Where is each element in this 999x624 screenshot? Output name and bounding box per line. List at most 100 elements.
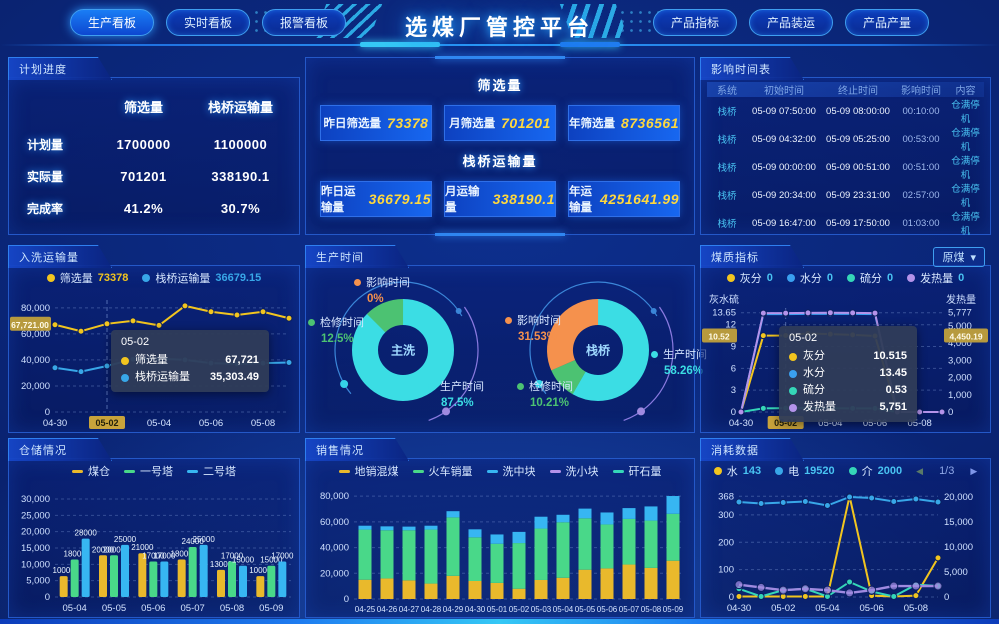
legend-item-发热量[interactable]: 发热量 0 <box>907 270 964 286</box>
plan-value: 30.7% <box>220 200 261 216</box>
svg-text:80,000: 80,000 <box>320 491 349 502</box>
plan-value: 1100000 <box>213 136 268 152</box>
svg-text:17000: 17000 <box>271 552 294 561</box>
legend-item-灰分[interactable]: 灰分 0 <box>726 270 773 286</box>
svg-text:13000: 13000 <box>210 560 233 569</box>
nav-realtime-board[interactable]: 实时看板 <box>166 9 251 36</box>
svg-text:05-05: 05-05 <box>102 603 126 614</box>
legend-next-arrow[interactable]: ▶ <box>970 465 978 476</box>
svg-text:05-04: 05-04 <box>815 603 839 614</box>
svg-text:5,000: 5,000 <box>948 321 972 332</box>
panel-tab-storage: 仓储情况 <box>8 438 112 461</box>
svg-text:05-04: 05-04 <box>818 418 842 429</box>
donut-label-name: 影响时间 <box>505 312 561 328</box>
svg-text:05-01: 05-01 <box>487 605 508 614</box>
legend-item-一号塔[interactable]: 一号塔 <box>124 463 173 479</box>
legend-dash-marker <box>72 469 83 473</box>
legend-item-二号塔[interactable]: 二号塔 <box>187 463 236 479</box>
legend-value: 0 <box>766 272 773 284</box>
svg-text:05-02: 05-02 <box>774 418 797 428</box>
legend-item-栈桥运输量[interactable]: 栈桥运输量 36679.15 <box>142 270 261 286</box>
panel-title: 消耗数据 <box>711 445 759 457</box>
svg-text:发热量: 发热量 <box>946 293 976 306</box>
svg-text:灰水硫: 灰水硫 <box>709 293 739 306</box>
panel-tab-sales: 销售情况 <box>305 438 409 461</box>
svg-text:05-06: 05-06 <box>597 605 618 614</box>
svg-text:05-02: 05-02 <box>95 418 118 428</box>
impact-cell: 仓满停机 <box>951 156 980 181</box>
stat-label: 昨日运输量 <box>321 186 356 215</box>
legend-prev-arrow[interactable]: ◀ <box>916 465 924 476</box>
donut-label-value: 0% <box>367 293 384 305</box>
table-row: 栈桥 05-09 04:32:00 05-09 05:25:00 00:53:00 仓满… <box>707 125 984 153</box>
coal-quality-chart: 0 3 6 9 12 13.65 0 1,000 2,000 3,000 4,000 5,000 5,7… <box>701 290 990 432</box>
legend-item-煤仓[interactable]: 煤仓 <box>72 463 110 479</box>
panel-title: 计划进度 <box>19 64 67 76</box>
svg-text:1,000: 1,000 <box>948 390 972 401</box>
legend-dot-marker <box>142 274 151 282</box>
legend-dot-marker <box>775 467 784 475</box>
legend-label: 发热量 <box>920 273 954 285</box>
bottom-accent-bar <box>0 619 999 624</box>
svg-text:0: 0 <box>731 407 736 418</box>
stat-label: 年筛选量 <box>569 117 615 130</box>
legend-dash-marker <box>338 469 350 473</box>
impact-cell: 仓满停机 <box>951 100 980 125</box>
nav-production-board[interactable]: 生产看板 <box>70 9 155 36</box>
donut-label-dot <box>354 278 361 286</box>
svg-text:05-08: 05-08 <box>251 418 275 429</box>
donut-label-影响时间: 影响时间 0% <box>354 274 410 305</box>
legend-item-水[interactable]: 水 143 <box>713 463 761 479</box>
donut-label-text: 影响时间 <box>517 315 561 327</box>
svg-text:05-06: 05-06 <box>199 418 223 429</box>
donut-label-name: 生产时间 <box>651 346 707 362</box>
svg-text:2,000: 2,000 <box>948 373 972 384</box>
coal-type-select[interactable]: 原煤 ▾ <box>933 247 985 267</box>
donut-label-dot <box>651 350 658 358</box>
svg-text:04-28: 04-28 <box>421 605 442 614</box>
donut-label-dot <box>308 318 315 326</box>
legend-value: 73378 <box>97 272 129 284</box>
legend-item-筛选量[interactable]: 筛选量 73378 <box>46 270 129 286</box>
nav-product-shipping[interactable]: 产品装运 <box>748 9 833 36</box>
impact-table-header: 系统 初始时间 终止时间 影响时间 内容 <box>707 82 984 97</box>
legend-item-洗小块[interactable]: 洗小块 <box>549 463 599 479</box>
legend-item-火车销量[interactable]: 火车销量 <box>412 463 473 479</box>
legend-item-电[interactable]: 电 19520 <box>775 463 835 479</box>
nav-alarm-board[interactable]: 报警看板 <box>262 9 347 36</box>
nav-product-output[interactable]: 产品产量 <box>844 9 929 36</box>
svg-text:05-02: 05-02 <box>509 605 530 614</box>
legend-item-硫分[interactable]: 硫分 0 <box>847 270 893 286</box>
svg-text:20,000: 20,000 <box>944 492 973 503</box>
legend-value: 2000 <box>877 465 903 477</box>
stat-label: 昨日筛选量 <box>323 117 382 130</box>
svg-text:4,450.19: 4,450.19 <box>949 331 982 341</box>
svg-text:05-07: 05-07 <box>181 603 205 614</box>
legend-item-洗中块[interactable]: 洗中块 <box>486 463 536 479</box>
svg-text:40,000: 40,000 <box>21 355 50 366</box>
panel-impact-timetable: 影响时间表 系统 初始时间 终止时间 影响时间 内容 栈桥 05-09 07:50:00 05… <box>700 57 991 237</box>
nav-product-indicators[interactable]: 产品指标 <box>652 9 737 36</box>
svg-text:25000: 25000 <box>114 535 137 544</box>
legend-label: 一号塔 <box>140 466 173 478</box>
donut-label-text: 检修时间 <box>529 381 573 393</box>
impact-cell: 栈桥 <box>717 135 737 146</box>
svg-text:3,000: 3,000 <box>948 355 972 366</box>
impact-cell: 02:57:00 <box>902 189 940 201</box>
impact-col-header: 内容 <box>955 86 976 97</box>
legend-label: 灰分 <box>739 273 762 285</box>
legend-item-矸石量[interactable]: 矸石量 <box>612 463 662 479</box>
svg-text:25000: 25000 <box>193 535 216 544</box>
svg-text:05-09: 05-09 <box>259 603 283 614</box>
svg-text:0: 0 <box>45 592 50 603</box>
stat-value: 73378 <box>387 114 429 131</box>
coal-type-value: 原煤 <box>942 252 965 264</box>
legend-item-水分[interactable]: 水分 0 <box>786 270 833 286</box>
legend-dash-marker <box>124 469 135 473</box>
svg-text:04-29: 04-29 <box>443 605 464 614</box>
svg-text:10000: 10000 <box>53 566 76 575</box>
plan-col-header: 栈桥运输量 <box>207 99 273 115</box>
legend-item-地销混煤[interactable]: 地销混煤 <box>338 463 399 479</box>
stat-box-month-transport: 月运输量 338190.1 <box>444 181 556 218</box>
legend-item-介[interactable]: 介 2000 <box>848 463 903 479</box>
